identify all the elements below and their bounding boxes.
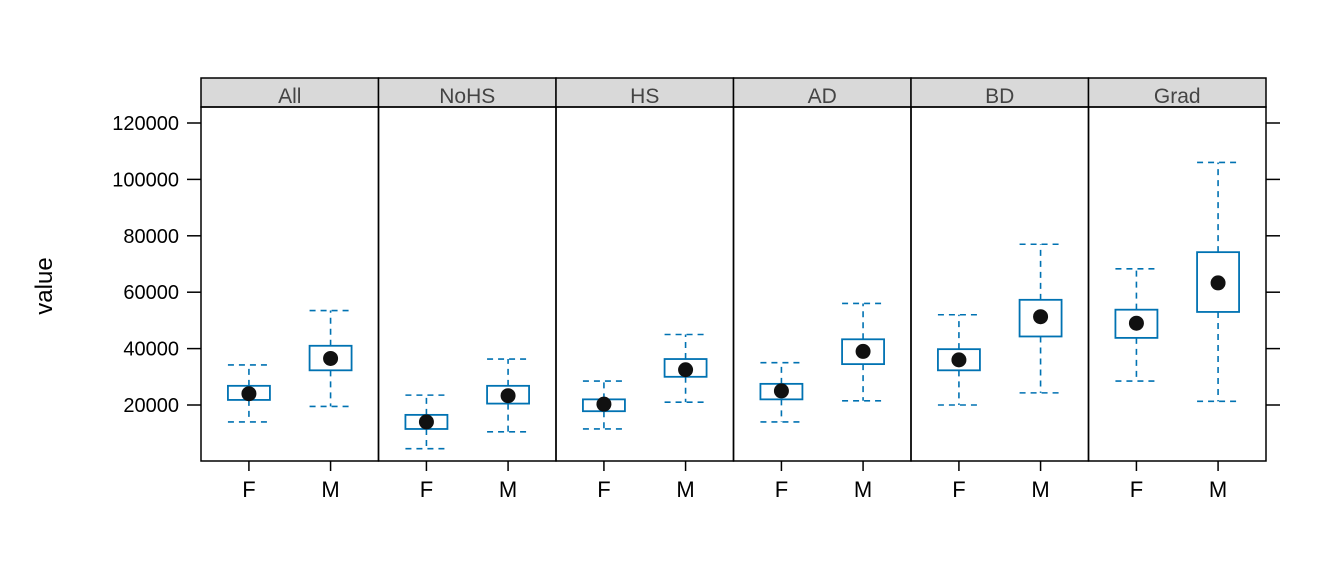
box-m (486, 358, 530, 433)
box-f (582, 380, 626, 430)
x-tick-label: F (242, 477, 255, 502)
axis-layer: 20000 40000 60000 80000 100000 120000 (112, 113, 1280, 417)
x-tick-label: F (420, 477, 433, 502)
panel-strip-label: BD (985, 85, 1014, 108)
panel-strip (200, 77, 380, 108)
iqr-box (937, 348, 981, 372)
y-tick-label: 100000 (112, 169, 179, 191)
panels-layer: All F M NoHS F M HS F M AD F M BD F M Grad F M (200, 77, 1267, 502)
median-dot (1128, 315, 1144, 331)
panel-frame (732, 106, 912, 462)
box-m (308, 309, 353, 408)
y-tick-label: 80000 (123, 226, 179, 248)
iqr-box (486, 384, 530, 405)
y-axis-label: value (31, 257, 58, 314)
median-dot (773, 383, 789, 399)
y-tick-label: 40000 (123, 339, 179, 361)
panel-frame (910, 106, 1090, 462)
panel-strip (732, 77, 912, 108)
x-tick-label: M (1031, 477, 1049, 502)
median-dot (1210, 275, 1226, 291)
y-tick-label: 120000 (112, 113, 179, 135)
x-tick-label: M (1209, 477, 1227, 502)
x-tick-label: F (1130, 477, 1143, 502)
median-dot (678, 362, 694, 378)
panel-strip (555, 77, 735, 108)
iqr-box (841, 338, 885, 366)
box-m (663, 333, 708, 403)
box-f (937, 313, 981, 406)
y-tick-label: 60000 (123, 282, 179, 304)
median-dot (418, 414, 434, 430)
box-f (1114, 267, 1159, 382)
box-m (841, 302, 885, 402)
box-m (1196, 161, 1240, 403)
x-tick-label: F (775, 477, 788, 502)
median-dot (1033, 309, 1049, 325)
median-dot (241, 386, 257, 402)
iqr-box (308, 344, 353, 372)
x-tick-label: F (952, 477, 965, 502)
median-dot (596, 396, 612, 412)
x-tick-label: F (597, 477, 610, 502)
panel-nohs: NoHS F M (377, 77, 557, 502)
panel-strip-label: NoHS (439, 85, 495, 108)
box-f (759, 361, 804, 423)
panel-hs: HS F M (555, 77, 735, 502)
iqr-box (1018, 298, 1063, 338)
panel-strip-label: AD (808, 85, 837, 108)
median-dot (951, 352, 967, 368)
iqr-box (1196, 251, 1240, 313)
median-dot (855, 343, 871, 359)
panel-ad: AD F M (732, 77, 912, 502)
panel-strip-label: Grad (1154, 85, 1201, 108)
iqr-box (1114, 308, 1159, 339)
panel-bd: BD F M (910, 77, 1090, 502)
box-f (404, 394, 449, 450)
x-tick-label: M (854, 477, 872, 502)
x-tick-label: M (499, 477, 517, 502)
panel-strip (377, 77, 557, 108)
x-tick-label: M (321, 477, 339, 502)
panel-frame (200, 106, 380, 462)
x-tick-label: M (676, 477, 694, 502)
y-tick-label: 20000 (123, 395, 179, 417)
panel-grad: Grad F M (1087, 77, 1267, 502)
panel-frame (377, 106, 557, 462)
box-m (1018, 243, 1063, 394)
panel-frame (1087, 106, 1267, 462)
panel-all: All F M (200, 77, 380, 502)
box-f (227, 364, 271, 423)
panel-strip-label: HS (630, 85, 659, 108)
panel-strip (910, 77, 1090, 108)
panel-strip-label: All (278, 85, 301, 108)
median-dot (500, 388, 516, 404)
median-dot (323, 350, 339, 366)
